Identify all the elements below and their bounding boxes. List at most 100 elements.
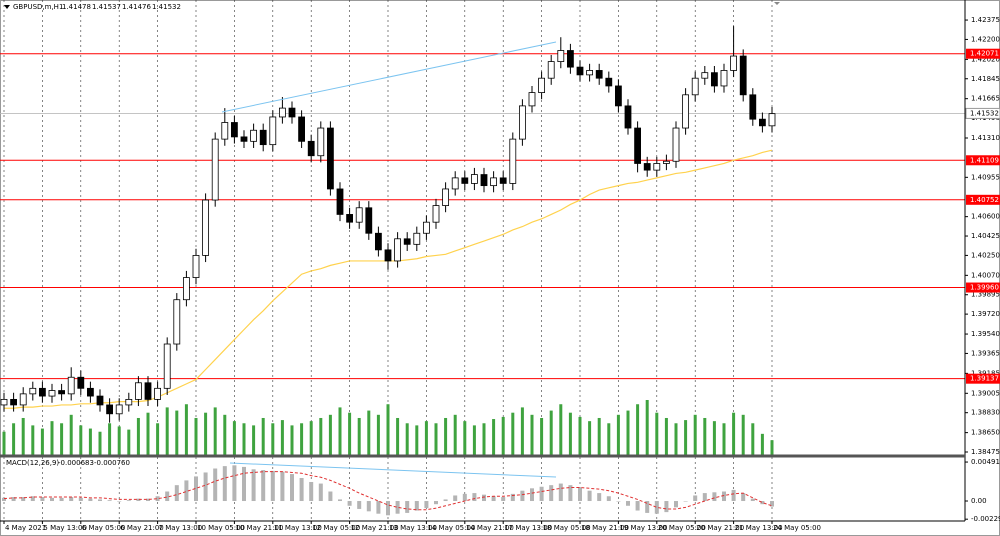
volume-bar [453,414,457,455]
level-tag [966,194,1000,205]
volume-bar [520,407,524,455]
candle-body [605,77,613,87]
volume-bar [549,410,553,455]
symbol-title: GBPUSD,m,H1 [13,3,63,11]
volume-bar [88,428,92,455]
candle-body [221,122,229,140]
candle-body [336,188,344,215]
volume-bar [300,423,304,455]
candle-body [106,404,113,415]
candle-body [595,70,603,79]
volume-bar [511,412,515,455]
volume-bar [559,404,563,455]
candle-body [317,127,325,157]
y-tick-label: 1.41665 [971,95,1000,103]
dropdown-icon[interactable] [4,5,10,9]
candle-body [509,138,517,184]
candle-body [29,387,37,395]
x-tick-label: 4 May 2021 [5,524,46,532]
candle-body [413,232,421,245]
volume-bar [530,414,534,455]
y-tick-label: 1.40600 [971,213,1000,221]
macd-bar [174,485,179,502]
volume-bar [636,404,640,455]
level-tag [966,155,1000,166]
candle-body [759,118,766,127]
y-tick-label: 1.41845 [971,75,1000,83]
candle-body [288,107,296,118]
volume-bar [732,412,736,455]
candle-body [307,140,315,157]
volume-bar [712,421,716,455]
candle-body [10,398,18,406]
volume-bar [616,414,620,455]
candle-body [173,299,181,345]
macd-bar [501,497,506,502]
macd-bar [462,493,467,502]
macd-bar [309,481,314,502]
macd-bar [597,493,602,502]
volume-bar [165,407,169,455]
volume-bar [444,417,448,455]
macd-bar [750,498,755,502]
ohlc-value: 1.41532 [152,3,181,11]
macd-bar [443,499,448,502]
macd-bar [539,486,544,502]
candle-body [422,221,430,234]
macd-bar [645,501,650,513]
volume-bar [69,414,73,455]
candle-body [48,390,56,397]
volume-bar [482,423,486,455]
volume-bar [492,419,496,455]
macd-bar [222,466,227,502]
y-tick-label: 1.40955 [971,173,1000,181]
volume-bar [540,417,544,455]
macd-bar [722,491,726,502]
candle-body [442,188,450,206]
ohlc-value: 1.41537 [92,3,121,11]
y-tick-label: 1.38650 [971,429,1000,437]
macd-bar [203,472,208,502]
macd-bar [338,499,342,502]
volume-bar [156,423,160,455]
candle-body [538,77,545,93]
volume-bar [175,410,179,455]
x-tick-label: 10 May 21:00 [235,524,283,532]
volume-bar [770,440,774,455]
candle-body [720,70,728,87]
macd-bar [702,493,707,502]
volume-bar [184,404,188,455]
level-tag [966,48,1000,59]
candle-body [711,72,718,87]
volume-bar [136,417,140,455]
candle-body [326,127,334,190]
volume-bar [751,423,755,455]
x-tick-label: 20 May 21:00 [696,524,744,532]
candle-body [730,55,737,71]
x-tick-label: 5 May 13:00 [43,524,87,532]
candle-body [384,249,392,262]
macd-bar [290,474,294,502]
macd-bar [424,501,429,509]
candle-body [576,66,584,76]
volume-bar [597,417,601,455]
volume-bar [31,425,35,455]
y2-tick-label: 0.00 [971,497,987,505]
volume-bar [405,423,409,455]
macd-bar [741,493,746,502]
macd-bar [568,485,573,502]
candle-body [701,72,709,79]
macd-bar [232,465,237,502]
volume-bar [367,410,371,455]
macd-bar [405,501,410,513]
macd-bar [242,466,246,502]
volume-bar [261,417,265,455]
price-tag-label: 1.41532 [970,109,999,117]
candle-body [259,129,267,146]
macd-bar [434,501,438,505]
level-label: 1.41109 [970,156,999,164]
macd-bar [69,497,74,502]
macd-bar [366,501,371,512]
candle-body [115,404,123,415]
volume-bar [472,425,476,455]
